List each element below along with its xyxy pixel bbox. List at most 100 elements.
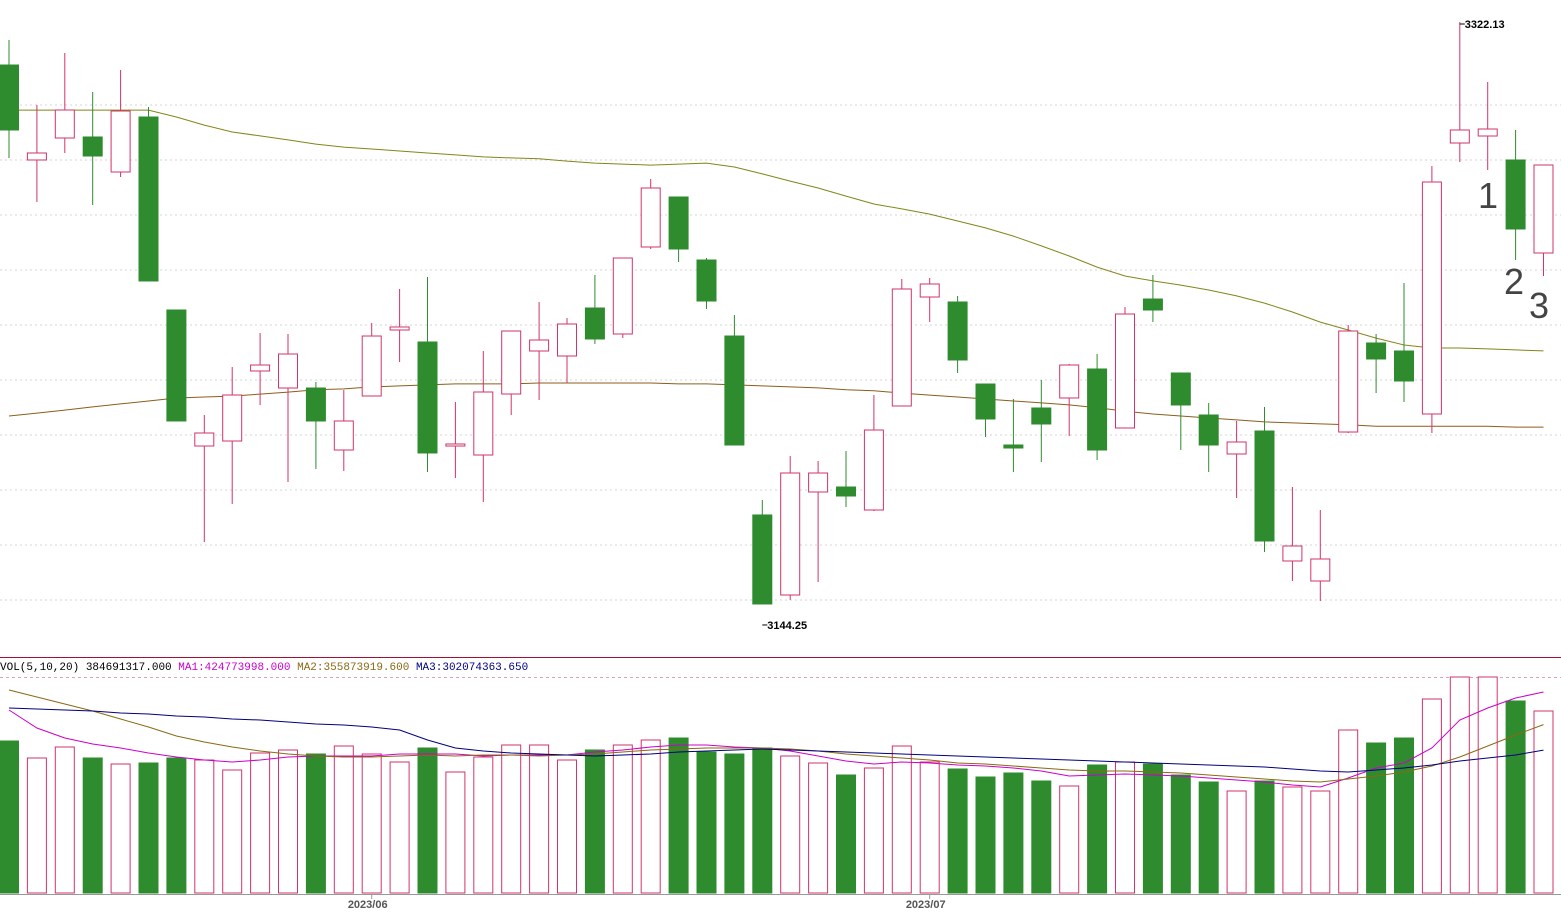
legend-value: 424773998.000 xyxy=(205,662,291,674)
volume-ma-line xyxy=(8,707,1544,773)
volume-bar xyxy=(1310,790,1331,894)
volume-bar xyxy=(919,761,940,894)
candle-body xyxy=(891,288,912,407)
volume-bar xyxy=(836,774,856,894)
candle-body xyxy=(529,339,550,352)
candle-body xyxy=(668,196,689,250)
volume-bar xyxy=(501,744,522,894)
candle-body xyxy=(1477,128,1498,137)
volume-bar xyxy=(417,747,438,894)
candle-body xyxy=(473,391,494,456)
candle-body xyxy=(1031,407,1052,425)
volume-bar xyxy=(1059,785,1080,894)
candle-body xyxy=(1170,372,1191,406)
candle-body xyxy=(501,330,522,395)
candle-body xyxy=(1142,298,1163,311)
candle-body xyxy=(250,364,271,372)
candle-body xyxy=(1115,313,1135,429)
volume-bar xyxy=(529,744,550,894)
volume-bar xyxy=(640,739,661,894)
volume-bar xyxy=(250,752,271,894)
volume-bar xyxy=(54,746,75,894)
x-tick-label: 2023/06 xyxy=(348,899,388,911)
candle-body xyxy=(138,116,159,282)
candle-body xyxy=(361,335,382,397)
moving-average-line xyxy=(9,109,1544,352)
volume-ma-line xyxy=(8,689,1544,783)
annotation: 1 xyxy=(1478,175,1498,216)
candle-body xyxy=(1087,368,1108,451)
candle-body xyxy=(975,383,996,420)
candle-body xyxy=(1505,159,1526,230)
candle-body xyxy=(640,187,661,248)
volume-bar xyxy=(1170,774,1191,894)
candle-body xyxy=(1059,364,1080,399)
volume-bar xyxy=(1031,780,1052,894)
volume-bar xyxy=(863,767,884,894)
volume-bar xyxy=(82,757,103,894)
volume-bar xyxy=(278,749,298,894)
candle-body xyxy=(808,472,829,493)
candle-body xyxy=(557,323,577,357)
volume-bar xyxy=(138,762,159,894)
volume-header: VOL(5,10,20) 384691317.000 MA1:424773998… xyxy=(0,662,528,674)
volume-bar xyxy=(194,759,215,894)
candle-body xyxy=(194,432,215,447)
candle-body xyxy=(389,326,410,331)
legend-name: MA2: xyxy=(297,662,323,674)
volume-bar xyxy=(1394,737,1414,894)
legend-name: MA3: xyxy=(416,662,442,674)
volume-bar xyxy=(1142,763,1163,894)
candle-body xyxy=(333,420,354,451)
volume-bar xyxy=(1505,700,1526,894)
volume-bar xyxy=(1477,676,1498,894)
candle-body xyxy=(947,301,968,361)
volume-bar xyxy=(166,757,187,894)
moving-average-line xyxy=(8,382,1544,428)
candle-body xyxy=(0,64,19,131)
volume-bar xyxy=(1087,764,1108,894)
volume-bar xyxy=(445,771,466,894)
volume-bar xyxy=(668,737,689,894)
volume-bar xyxy=(780,755,801,894)
volume-bar xyxy=(975,776,996,894)
candle-body xyxy=(1338,330,1359,433)
high-label: 3322.13 xyxy=(1465,19,1505,31)
volume-bar xyxy=(891,745,912,894)
volume-bar xyxy=(1338,729,1359,894)
volume-bar xyxy=(0,740,19,894)
candle-body xyxy=(1003,444,1024,449)
candle-body xyxy=(445,443,466,447)
volume-title: VOL(5,10,20) xyxy=(0,662,79,674)
volume-bar xyxy=(808,762,829,894)
volume-bar xyxy=(1226,790,1247,894)
volume-bar xyxy=(333,745,354,894)
annotation: 2 xyxy=(1504,261,1524,302)
x-tick-label: 2023/07 xyxy=(906,899,946,911)
candle-body xyxy=(417,341,438,454)
volume-value: 384691317.000 xyxy=(86,662,172,674)
volume-bar xyxy=(305,753,326,894)
volume-bar xyxy=(1366,742,1387,894)
candle-body xyxy=(1533,164,1554,254)
volume-bar xyxy=(752,747,773,894)
legend-value: 355873919.600 xyxy=(324,662,410,674)
legend-name: MA1: xyxy=(178,662,204,674)
candle-body xyxy=(26,152,47,161)
legend-value: 302074363.650 xyxy=(442,662,528,674)
volume-bar xyxy=(724,753,745,894)
candle-body xyxy=(612,257,633,335)
volume-bar xyxy=(1449,676,1470,894)
candle-body xyxy=(1421,181,1442,415)
volume-bar xyxy=(110,763,131,894)
volume-bar xyxy=(361,753,382,894)
volume-bar xyxy=(222,769,243,894)
volume-bar xyxy=(557,759,577,894)
candle-body xyxy=(1254,430,1275,542)
candle-body xyxy=(919,283,940,298)
low-label: 3144.25 xyxy=(767,620,807,632)
volume-bar xyxy=(1421,698,1442,894)
candle-body xyxy=(110,110,131,173)
candle-body xyxy=(166,309,187,422)
